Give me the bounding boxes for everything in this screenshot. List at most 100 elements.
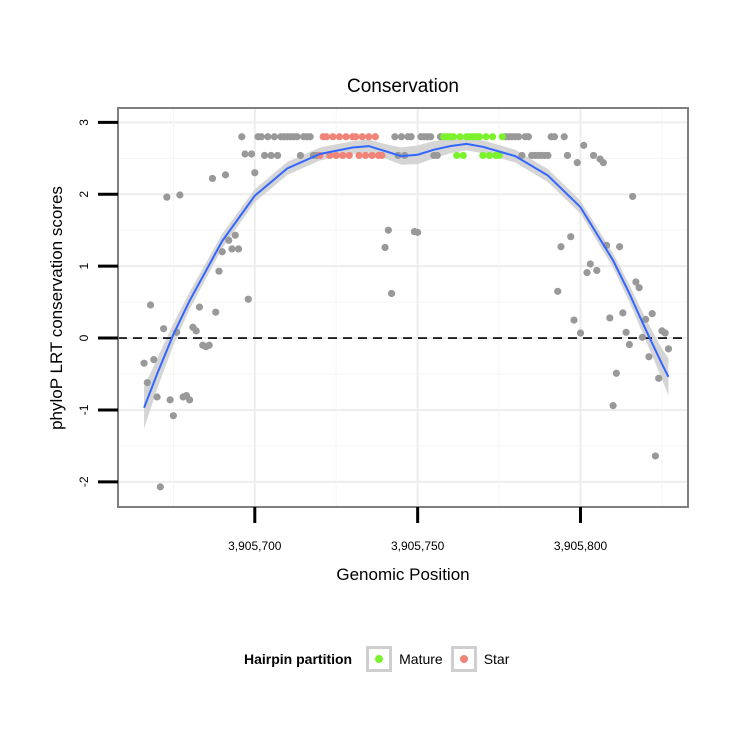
point-other	[153, 393, 161, 401]
point-other	[632, 278, 640, 286]
point-other	[176, 191, 184, 199]
legend-label-star: Star	[483, 651, 510, 667]
point-mature	[459, 151, 467, 160]
point-other	[267, 151, 275, 160]
point-other	[381, 243, 389, 252]
point-other	[221, 171, 230, 179]
point-other	[583, 269, 591, 277]
point-other	[619, 309, 627, 317]
point-other	[599, 159, 607, 167]
point-other	[215, 267, 223, 275]
point-other	[146, 301, 155, 309]
point-other	[296, 151, 304, 160]
point-star	[368, 151, 376, 160]
point-other	[251, 169, 259, 177]
legend: Hairpin partition Mature Star	[244, 644, 517, 674]
legend-key-star	[450, 646, 477, 672]
point-other	[433, 151, 441, 160]
point-other	[518, 151, 526, 160]
point-other	[622, 328, 630, 336]
point-mature	[498, 133, 506, 141]
point-other	[427, 133, 435, 141]
point-other	[163, 193, 171, 201]
point-other	[218, 248, 226, 256]
point-star	[335, 133, 344, 141]
point-other	[655, 374, 663, 382]
legend-item-mature: Mature	[366, 646, 443, 672]
point-other	[238, 133, 246, 141]
point-other	[247, 150, 256, 158]
point-other	[205, 341, 213, 349]
point-other	[616, 243, 624, 251]
point-star	[329, 133, 337, 141]
point-other	[231, 231, 239, 239]
point-other	[580, 141, 588, 149]
x-tick-label: 3,905,700	[228, 539, 282, 553]
smooth-curve	[143, 142, 670, 409]
point-mature	[453, 151, 461, 160]
point-star	[371, 133, 379, 141]
point-star	[378, 151, 386, 160]
point-other	[557, 243, 565, 251]
point-mature	[456, 133, 464, 141]
point-other	[270, 133, 278, 141]
point-other	[560, 133, 568, 141]
y-tick-label: -1	[77, 404, 91, 415]
point-other	[264, 133, 272, 141]
point-star	[358, 133, 366, 141]
point-other	[651, 452, 660, 460]
plot-border	[117, 107, 689, 508]
point-other	[625, 340, 633, 349]
point-star	[339, 151, 347, 160]
point-star	[355, 151, 363, 160]
point-other	[156, 483, 164, 491]
legend-key-mature	[366, 646, 393, 672]
y-tick-label: 2	[77, 191, 91, 198]
point-star	[326, 151, 334, 160]
point-other	[241, 150, 249, 158]
smooth-line	[143, 142, 670, 409]
point-other	[642, 315, 650, 323]
point-other	[515, 133, 523, 141]
point-other	[384, 226, 392, 234]
point-other	[293, 133, 301, 141]
point-star	[345, 151, 353, 160]
y-axis-label: phyloP LRT conservation scores	[47, 186, 66, 430]
point-other	[391, 133, 399, 141]
point-other	[563, 151, 572, 160]
x-axis-label: Genomic Position	[336, 565, 469, 584]
point-star	[322, 133, 331, 141]
point-mature	[479, 151, 487, 160]
point-star	[342, 133, 350, 141]
point-other	[554, 287, 562, 295]
point-other	[192, 327, 200, 335]
point-other	[140, 359, 148, 367]
point-other	[260, 151, 269, 160]
point-star	[365, 133, 373, 141]
point-other	[606, 314, 614, 322]
point-other	[576, 329, 585, 337]
point-other	[388, 289, 396, 298]
point-other	[186, 396, 194, 404]
plot-background	[118, 108, 688, 507]
point-other	[635, 284, 643, 292]
point-other	[544, 151, 552, 160]
point-other	[414, 228, 422, 236]
point-star	[361, 151, 370, 160]
point-other	[612, 369, 620, 377]
point-other	[160, 325, 168, 333]
point-mature	[475, 133, 484, 141]
point-other	[234, 245, 243, 253]
point-other	[638, 333, 647, 341]
legend-dot-star	[459, 655, 468, 663]
point-other	[150, 356, 158, 364]
point-other	[274, 151, 282, 160]
point-other	[570, 316, 578, 324]
x-tick-label: 3,905,800	[554, 539, 608, 553]
y-tick-label: 3	[77, 119, 91, 126]
point-mature	[449, 133, 458, 141]
point-mature	[495, 151, 503, 160]
point-other	[550, 133, 559, 141]
point-other	[225, 236, 233, 244]
